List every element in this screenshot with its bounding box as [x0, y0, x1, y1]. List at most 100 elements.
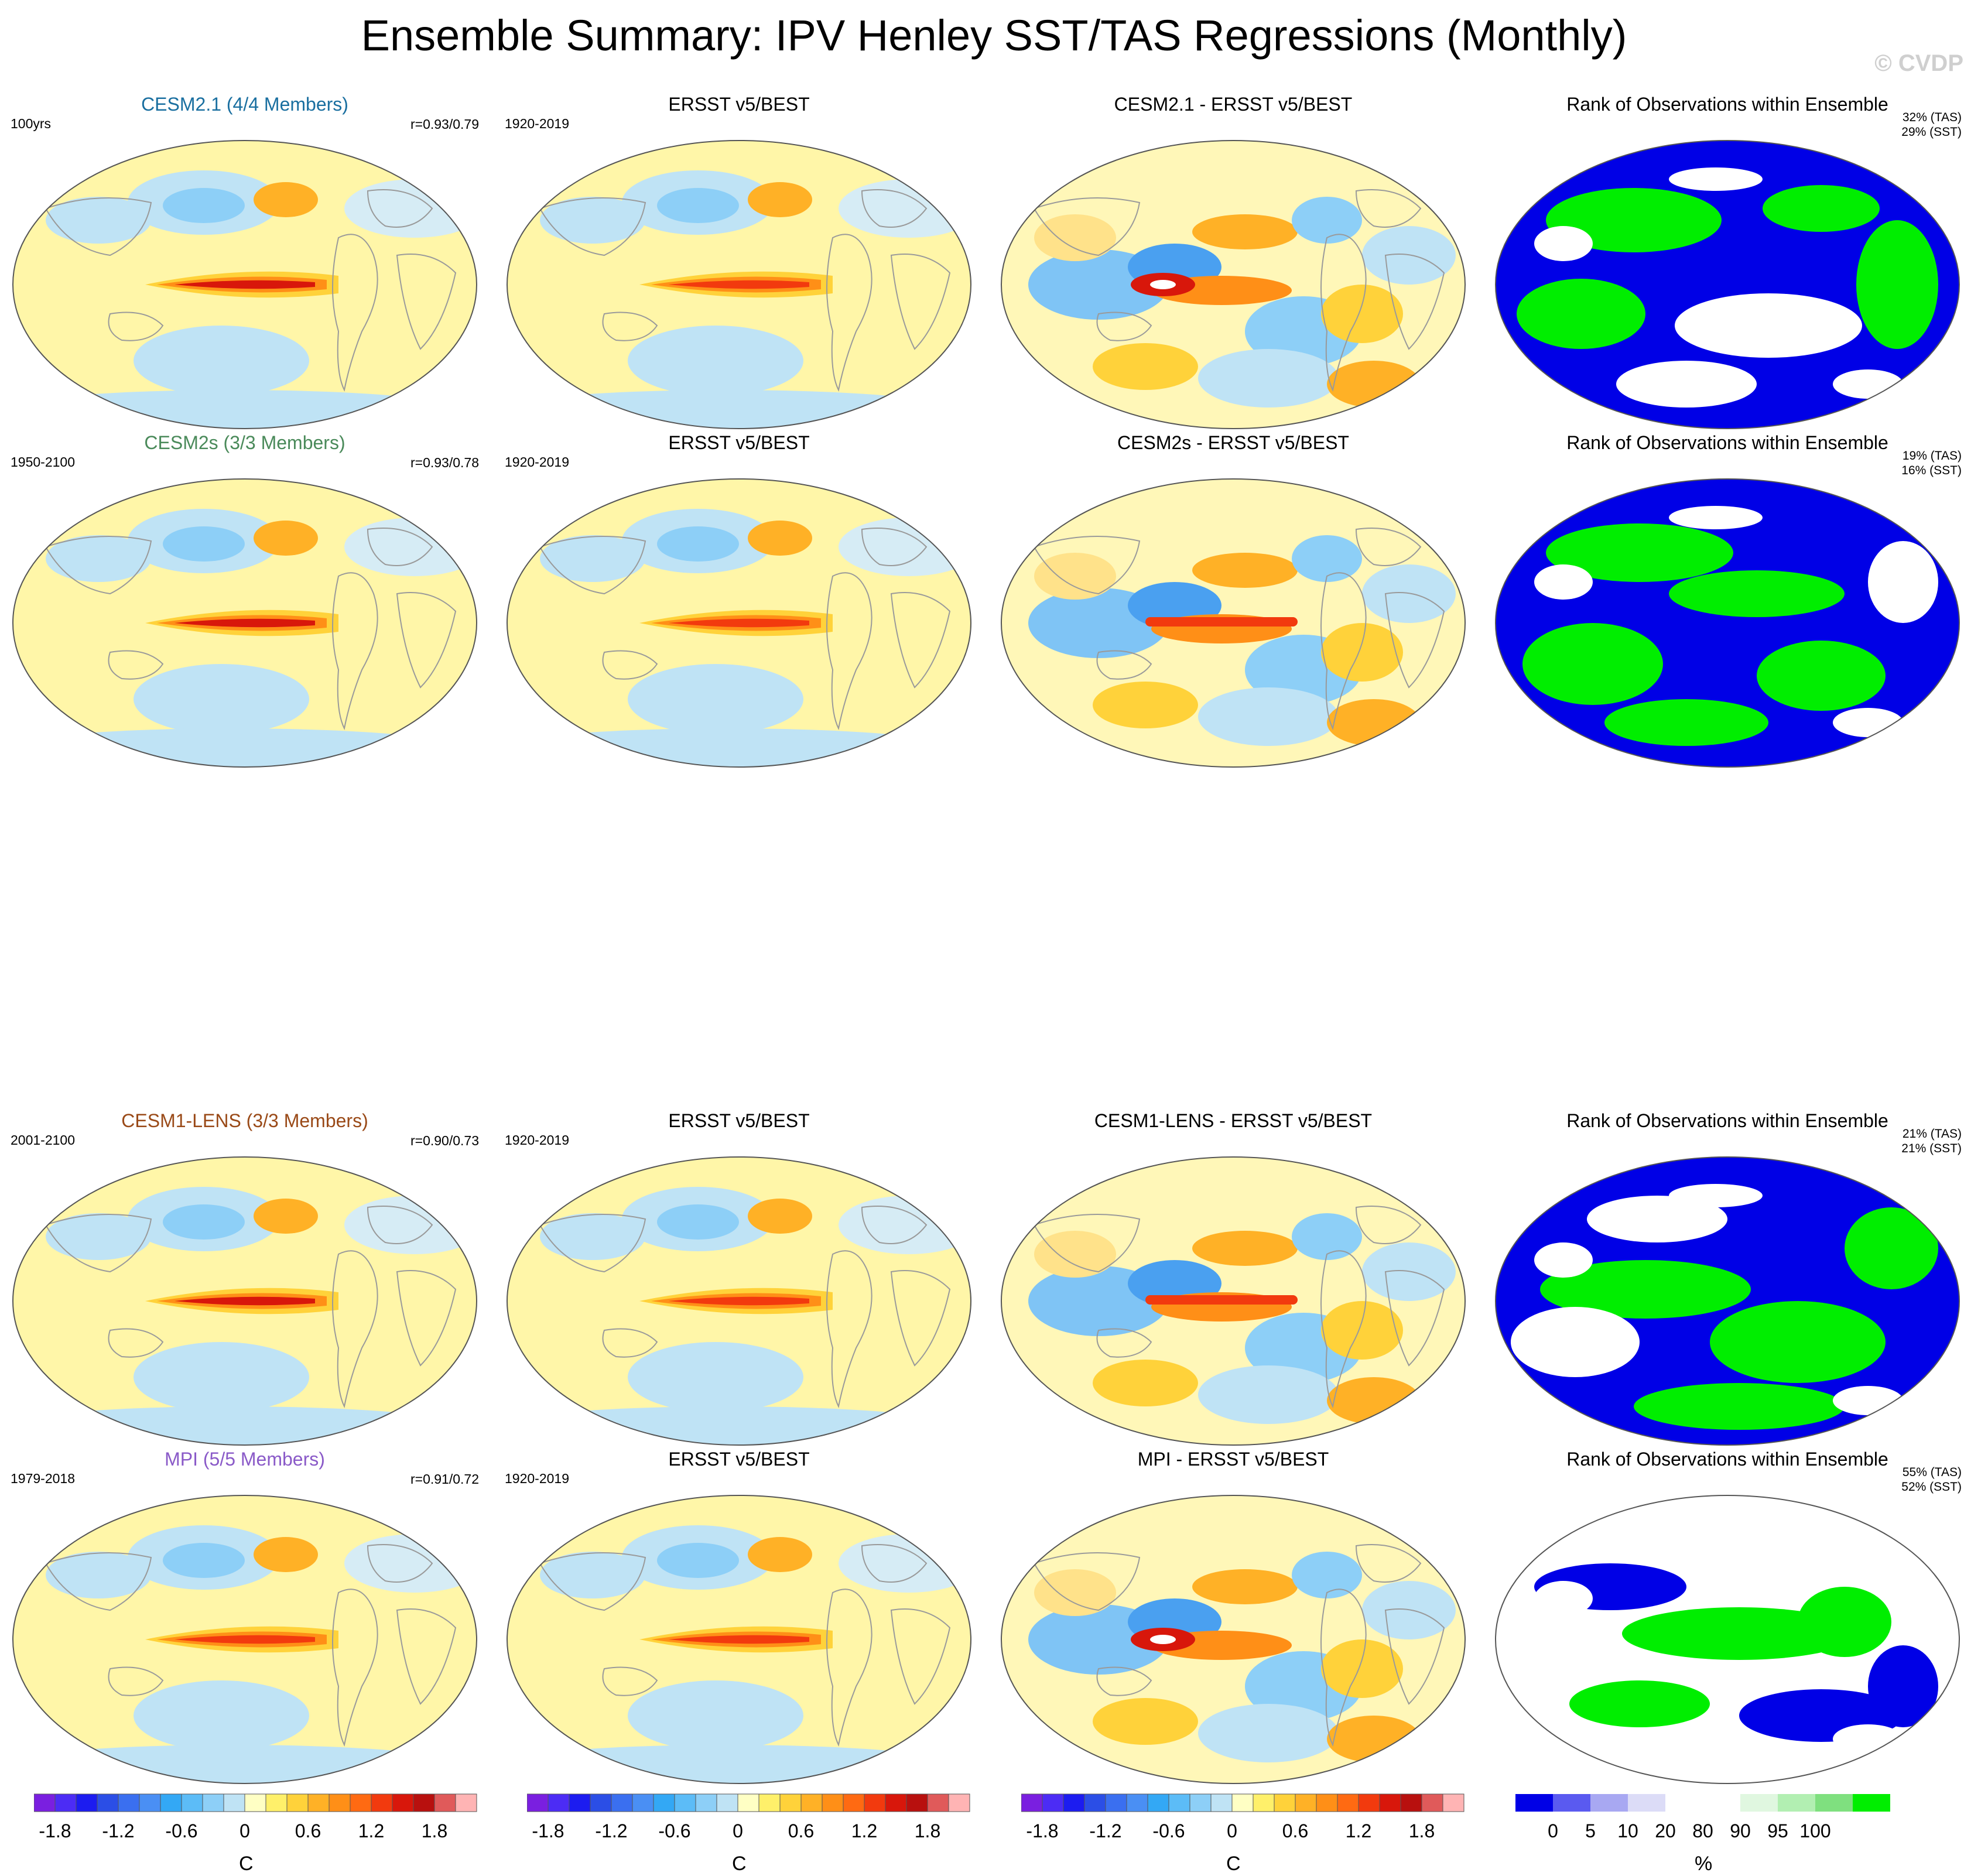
rank-region: [1634, 1383, 1845, 1430]
panel-obs: ERSST v5/BEST 1920-2019: [498, 1449, 980, 1788]
rank-title: Rank of Observations within Ensemble: [1566, 94, 1888, 115]
colorbar-swatch: [160, 1793, 182, 1812]
continent-outline: [396, 1270, 457, 1367]
colorbar-swatch: [97, 1793, 119, 1812]
colorbar-swatch: [1337, 1793, 1359, 1812]
anomaly-patch: [1192, 553, 1298, 588]
anomaly-patch: [1321, 1639, 1403, 1698]
anomaly-patch: [1198, 349, 1339, 408]
rank-title: Rank of Observations within Ensemble: [1566, 1449, 1888, 1470]
continent-outline: [826, 572, 872, 731]
anomaly-patch: [1292, 1552, 1362, 1598]
colorbar-swatch: [822, 1793, 844, 1812]
colorbar-swatch: [548, 1793, 570, 1812]
continent-outline: [602, 1328, 658, 1358]
continent-outline: [1096, 1666, 1152, 1696]
colorbar-swatch: [1515, 1794, 1553, 1812]
continent-outline: [861, 1544, 928, 1583]
colorbar-swatch: [1553, 1794, 1590, 1812]
continent-outline: [396, 254, 457, 350]
continent-outline: [45, 197, 152, 256]
global-map: [12, 478, 477, 768]
continent-outline: [367, 528, 433, 566]
continent-outline: [1033, 1552, 1141, 1611]
continent-outline: [890, 1608, 951, 1705]
alaska-warm: [748, 521, 812, 556]
global-map: [507, 1495, 971, 1784]
asia-cool: [46, 197, 151, 244]
colorbar-unit: %: [1695, 1853, 1713, 1875]
colorbar-swatch: [716, 1793, 738, 1812]
colorbar-swatch: [1316, 1793, 1338, 1812]
continent-outline: [826, 234, 872, 392]
obs-title: ERSST v5/BEST: [668, 432, 810, 453]
continent-outline: [45, 1552, 152, 1611]
colorbar-swatch: [611, 1793, 633, 1812]
colorbar-swatch: [927, 1793, 949, 1812]
colorbar-swatch: [413, 1793, 435, 1812]
rank-title: Rank of Observations within Ensemble: [1566, 432, 1888, 453]
anomaly-patch: [1034, 214, 1116, 261]
anomaly-patch: [1292, 197, 1362, 244]
figure-title: Ensemble Summary: IPV Henley SST/TAS Reg…: [361, 11, 1627, 60]
anomaly-patch: [1327, 361, 1421, 408]
colorbar-swatch: [1168, 1793, 1190, 1812]
colorbar-tick-label: 0: [733, 1820, 743, 1841]
colorbar-swatch: [1703, 1794, 1740, 1812]
rank-neutral-region: [1669, 1184, 1763, 1207]
global-map: [1495, 140, 1960, 429]
rank-region: [1868, 1645, 1938, 1727]
rank-region: [1675, 293, 1862, 358]
continent-outline: [1355, 1206, 1422, 1244]
period-label: 1920-2019: [505, 454, 569, 470]
map-border: [1001, 1495, 1466, 1784]
rank-region: [1669, 570, 1845, 617]
colorbar-swatch: [1400, 1793, 1422, 1812]
rank-region: [1604, 699, 1768, 746]
colorbar-swatch: [350, 1793, 372, 1812]
south-pacific-cool: [628, 664, 803, 734]
continent-outline: [332, 1589, 378, 1747]
continent-outline: [602, 1666, 658, 1696]
continent-outline: [1320, 572, 1367, 731]
alaska-warm: [254, 521, 318, 556]
colorbar-tick-label: 1.2: [1346, 1820, 1371, 1841]
colorbar-swatch: [527, 1793, 549, 1812]
rank-neutral-region: [1534, 226, 1593, 261]
map-border: [1001, 140, 1466, 429]
colorbar-swatch: [1126, 1793, 1148, 1812]
anomaly-patch: [1093, 682, 1198, 728]
north-pacific-cool-core: [163, 1204, 245, 1240]
panel-model: CESM2s (3/3 Members) 1950-2100 r=0.93/0.78: [4, 432, 486, 772]
anomaly-patch: [1327, 1377, 1421, 1424]
map-border: [12, 478, 477, 768]
panel-diff: CESM2s - ERSST v5/BEST: [992, 432, 1474, 772]
anomaly-peak: [1150, 280, 1176, 289]
north-pacific-cool-core: [657, 1543, 739, 1578]
colorbar-swatch: [1274, 1793, 1296, 1812]
colorbar-swatch: [371, 1793, 393, 1812]
continent-outline: [367, 1206, 433, 1244]
colorbar-swatch: [800, 1793, 823, 1812]
period-label: 1920-2019: [505, 1471, 569, 1486]
southern-ocean-cool: [13, 1406, 477, 1445]
tropical-warm-core: [174, 618, 315, 628]
continent-outline: [1033, 197, 1141, 256]
alaska-warm: [254, 1537, 318, 1572]
global-map: [1001, 140, 1466, 429]
colorbar-tick-label: 5: [1585, 1820, 1596, 1841]
global-map: [12, 1156, 477, 1446]
continent-outline: [1096, 650, 1152, 680]
colorbar-swatch: [181, 1793, 203, 1812]
north-pacific-cool-core: [657, 1204, 739, 1240]
south-pacific-cool: [628, 1680, 803, 1751]
map-border: [507, 1495, 971, 1784]
colorbar-swatch: [737, 1793, 759, 1812]
asia-cool: [46, 535, 151, 582]
rank-region: [1616, 361, 1757, 408]
map-border: [1001, 1156, 1466, 1446]
rank-sst: 29% (SST): [1901, 125, 1962, 139]
rank-colorbar: 0 5 10 20 80 90 95 100%: [1515, 1792, 1960, 1875]
colorbar-tick-label: 0.6: [788, 1820, 814, 1841]
map-border: [507, 1156, 971, 1446]
